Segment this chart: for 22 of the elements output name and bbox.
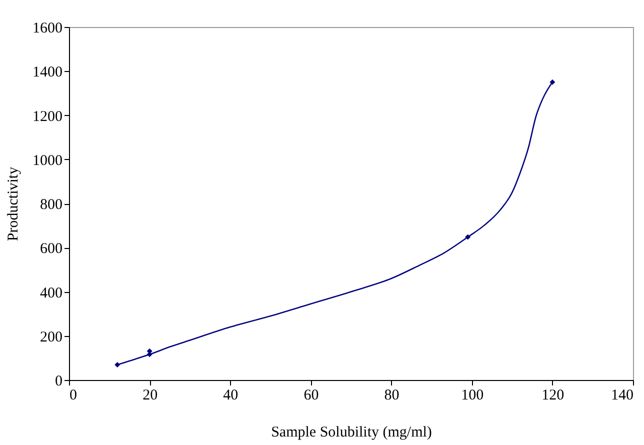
x-tick-label: 20 (142, 388, 158, 404)
y-tick-label: 1600 (32, 20, 62, 36)
y-tick-label: 400 (40, 285, 62, 302)
x-tick-label: 80 (384, 388, 400, 404)
y-axis-title: Productivity (6, 166, 22, 242)
x-tick-label: 0 (70, 388, 77, 404)
y-tick-label: 200 (40, 329, 62, 346)
x-axis-title: Sample Solubility (mg/ml) (271, 424, 432, 440)
y-tick-label: 1000 (32, 152, 62, 169)
y-tick-label: 1400 (32, 64, 62, 81)
point (550, 79, 556, 85)
x-tick-label: 100 (461, 388, 484, 404)
x-tick-label: 140 (611, 388, 634, 404)
y-tick-label: 800 (40, 197, 62, 213)
y-tick-label: 0 (55, 374, 62, 390)
y-tick-label: 1200 (32, 108, 62, 125)
y-tick-label: 600 (40, 241, 62, 258)
x-tick-label: 120 (542, 388, 564, 404)
x-tick-label: 60 (304, 388, 319, 404)
point (465, 234, 471, 240)
point (114, 362, 120, 368)
x-tick-label: 40 (223, 388, 238, 404)
